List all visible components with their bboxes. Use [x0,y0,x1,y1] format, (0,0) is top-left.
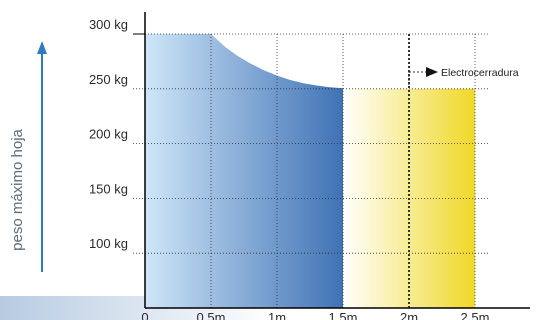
y-axis-arrow-head [37,41,47,54]
y-tick-label: 300 kg [89,17,128,32]
x-tick-label: 2m [400,310,418,320]
x-tick-label: 0 [141,310,148,320]
annotation-arrow [426,67,438,77]
y-axis-label-group: peso máximo hoja [9,41,47,272]
x-tick-label: 1.5m [329,310,358,320]
annotations: Electrocerradura [408,67,519,85]
x-tick-label: 1m [268,310,286,320]
y-tick-label: 250 kg [89,72,128,87]
x-tick-label: 2.5m [461,310,490,320]
annotation-label: Electrocerradura [441,67,519,79]
area-blue [145,34,343,308]
y-tick-label: 200 kg [89,127,128,142]
tick-labels: 300 kg 250 kg 200 kg 150 kg 100 kg 0 0.5m 1m 1.5… [89,17,490,320]
grid-lines [133,33,490,308]
x-tick-label: 0.5m [197,310,226,320]
y-tick-label: 100 kg [89,236,128,251]
y-axis-label: peso máximo hoja [9,128,26,250]
axes [133,12,530,309]
y-tick-label: 150 kg [89,181,128,196]
series-areas [145,34,475,308]
